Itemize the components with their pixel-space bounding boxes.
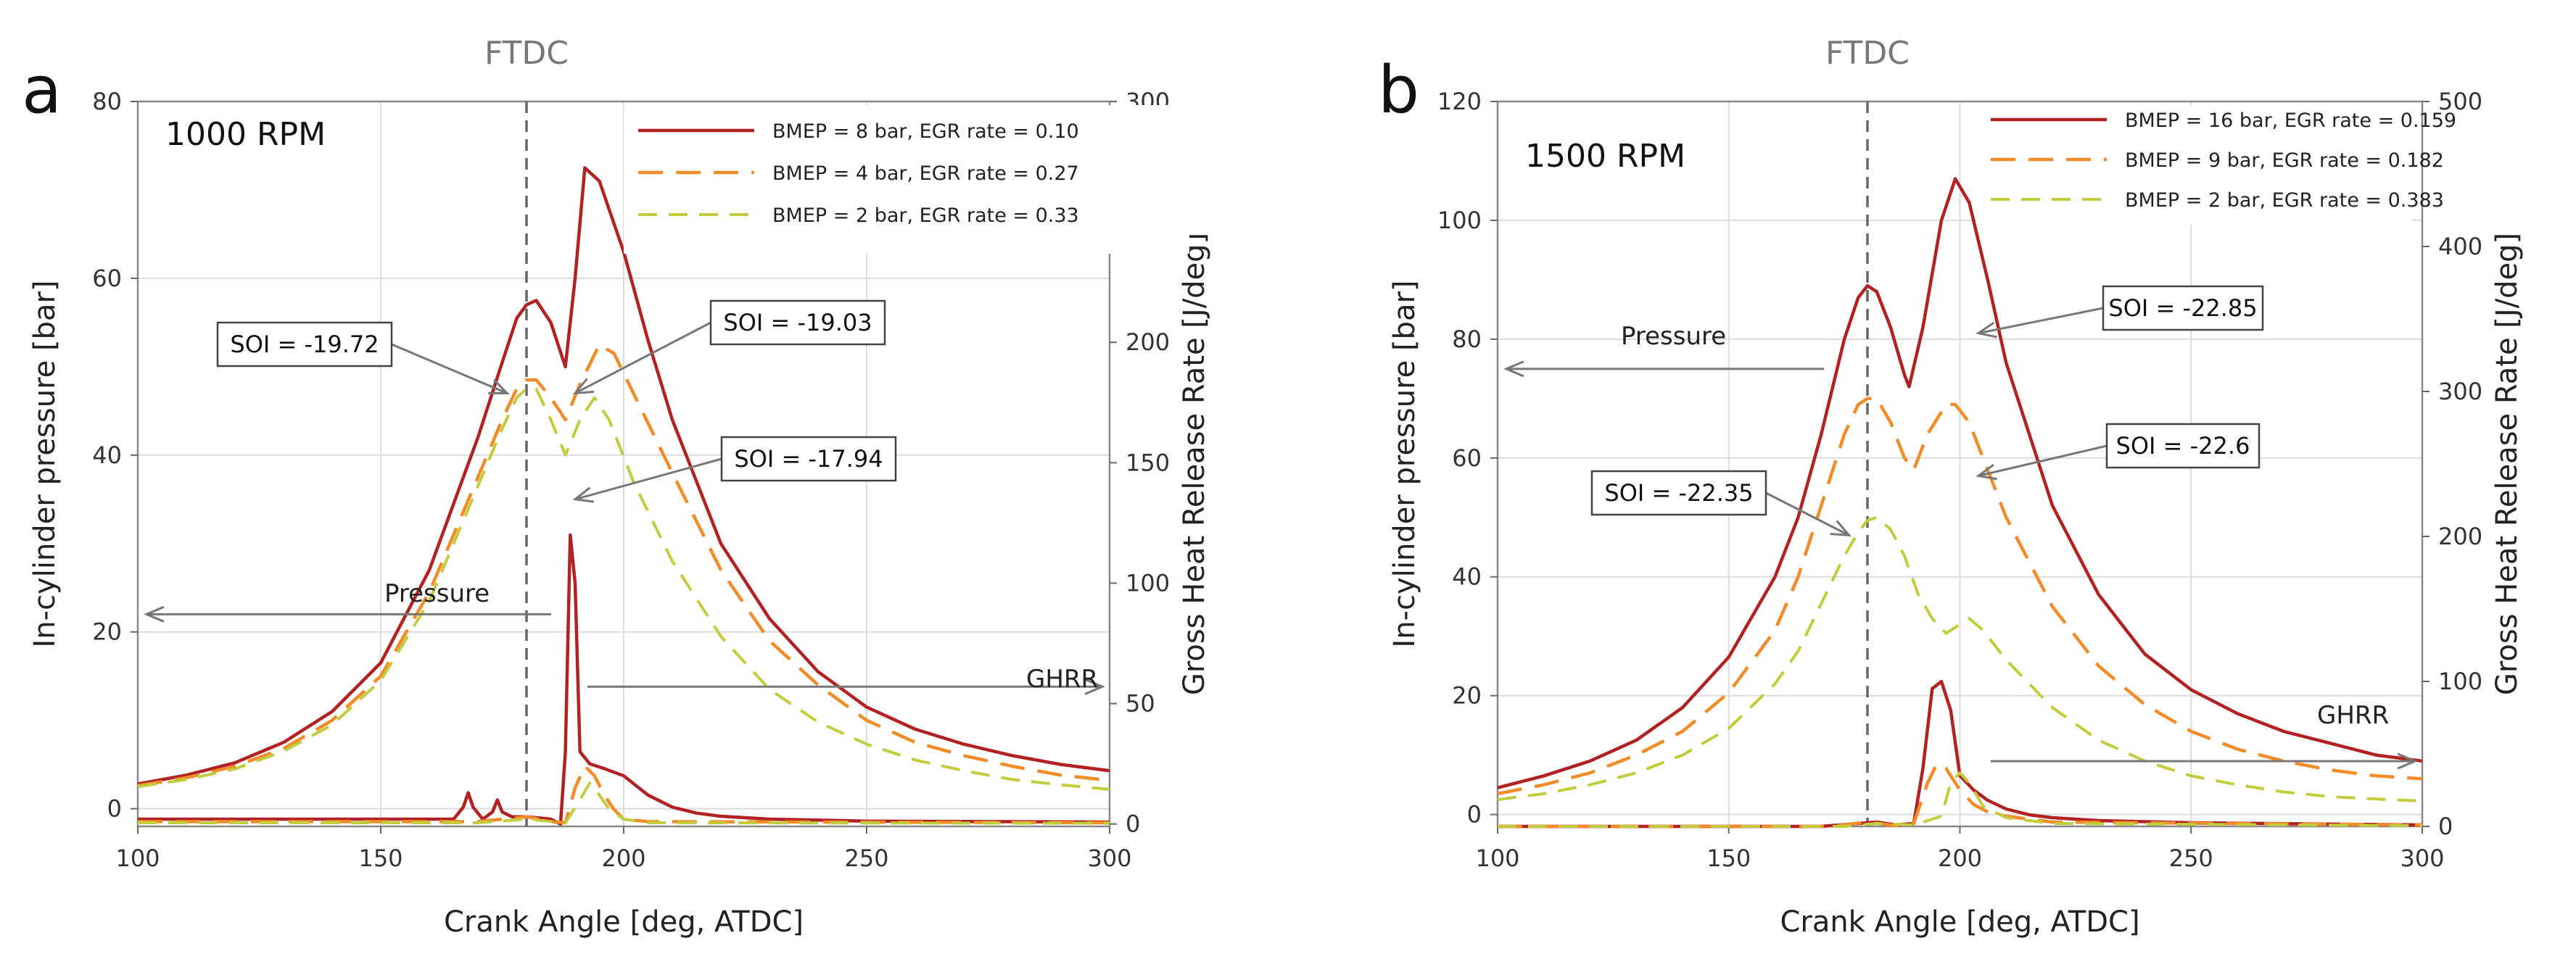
legend-entry: BMEP = 2 bar, EGR rate = 0.33 bbox=[772, 204, 1079, 227]
y-tick-label: 80 bbox=[92, 88, 122, 115]
x-tick-label: 300 bbox=[2400, 845, 2444, 872]
y-axis-label: In-cylinder pressure [bar] bbox=[1388, 280, 1421, 647]
x-axis-label: Crank Angle [deg, ATDC] bbox=[1780, 905, 2139, 939]
x-tick-label: 100 bbox=[1475, 845, 1519, 872]
y2-tick-label: 500 bbox=[2438, 88, 2482, 115]
soi-label: SOI = -19.03 bbox=[723, 309, 872, 336]
legend-entry: BMEP = 8 bar, EGR rate = 0.10 bbox=[772, 120, 1079, 143]
pressure-arrow-head bbox=[144, 605, 165, 623]
y-tick-label: 120 bbox=[1437, 88, 1482, 115]
soi-arrow-head bbox=[1830, 520, 1852, 537]
y-tick-label: 100 bbox=[1437, 207, 1482, 234]
soi-box bbox=[216, 321, 393, 368]
y-tick-label: 40 bbox=[92, 441, 122, 469]
y-tick-label: 60 bbox=[1452, 444, 1482, 472]
pressure-annotation: Pressure bbox=[384, 579, 490, 608]
series-ghrr-2 bbox=[138, 764, 1110, 825]
y2-tick-label: 0 bbox=[2438, 813, 2453, 840]
series-ghrr-1 bbox=[138, 533, 1110, 826]
y2-tick-label: 200 bbox=[2438, 523, 2482, 550]
soi-box bbox=[720, 436, 897, 482]
x-axis-label: Crank Angle [deg, ATDC] bbox=[444, 905, 804, 939]
y2-tick-label: 400 bbox=[2438, 233, 2482, 260]
y2-axis-label: Gross Heat Release Rate [J/deg] bbox=[1178, 233, 1211, 695]
soi-box bbox=[709, 299, 886, 346]
series-pressure-2 bbox=[1497, 397, 2423, 796]
x-tick-label: 150 bbox=[1706, 845, 1751, 872]
y2-tick-label: 0 bbox=[1126, 810, 1140, 838]
series-ghrr-3 bbox=[1498, 771, 2423, 828]
panel-b: 100 150 200 250 300 0 20 40 60 80 100 120 0 100 200 300… bbox=[1378, 35, 2524, 939]
y2-tick-label: 100 bbox=[2438, 668, 2482, 695]
legend: BMEP = 8 bar, EGR rate = 0.10 BMEP = 4 ba… bbox=[624, 105, 1189, 254]
soi-arrow bbox=[391, 343, 508, 394]
speed-label: 1000 RPM bbox=[165, 116, 326, 153]
x-tick-label: 100 bbox=[115, 845, 160, 872]
series-pressure-1 bbox=[1497, 177, 2423, 789]
y-tick-label: 20 bbox=[1452, 682, 1482, 710]
y-axis-label: In-cylinder pressure [bar] bbox=[28, 280, 62, 647]
legend-bg bbox=[1976, 105, 2411, 225]
legend-entry: BMEP = 2 bar, EGR rate = 0.383 bbox=[2125, 189, 2444, 212]
ftdc-label: FTDC bbox=[484, 35, 569, 72]
soi-arrow-head bbox=[572, 378, 595, 395]
x-tick-label: 150 bbox=[358, 845, 402, 872]
y-tick-label: 80 bbox=[1452, 325, 1482, 353]
y-tick-label: 0 bbox=[1467, 801, 1482, 829]
soi-label: SOI = -22.35 bbox=[1604, 479, 1753, 507]
soi-arrow-head bbox=[1976, 463, 1997, 481]
legend-entry: BMEP = 9 bar, EGR rate = 0.182 bbox=[2125, 149, 2444, 172]
series-ghrr-3 bbox=[138, 781, 1110, 825]
pressure-annotation: Pressure bbox=[1621, 322, 1726, 351]
soi-arrow-head bbox=[572, 486, 594, 503]
soi-arrow-head bbox=[1976, 321, 1997, 339]
series-pressure-1 bbox=[137, 166, 1110, 786]
soi-arrow bbox=[1765, 491, 1850, 536]
y-tick-label: 20 bbox=[92, 618, 122, 646]
soi-arrow bbox=[1978, 307, 2104, 335]
x-tick-label: 250 bbox=[2169, 845, 2213, 872]
x-tick-label: 250 bbox=[844, 845, 888, 872]
soi-label: SOI = -22.6 bbox=[2116, 432, 2250, 460]
series-pressure-2 bbox=[137, 343, 1110, 788]
series-pressure-3 bbox=[1497, 515, 2423, 802]
x-tick-label: 200 bbox=[601, 845, 645, 872]
soi-box bbox=[2105, 423, 2261, 469]
y2-tick-label: 300 bbox=[2438, 378, 2482, 405]
ghrr-arrow-head bbox=[1084, 678, 1105, 695]
ghrr-annotation: GHRR bbox=[1026, 665, 1098, 694]
y2-tick-label: 150 bbox=[1126, 449, 1170, 476]
speed-label: 1500 RPM bbox=[1525, 138, 1685, 175]
ghrr-annotation: GHRR bbox=[2317, 701, 2389, 730]
y-tick-label: 60 bbox=[92, 265, 122, 292]
pressure-arrow-head bbox=[1503, 360, 1524, 378]
y-tick-label: 0 bbox=[107, 795, 122, 823]
y-tick-label: 40 bbox=[1452, 563, 1482, 591]
y2-tick-label: 50 bbox=[1126, 690, 1155, 718]
y2-axis-label: Gross Heat Release Rate [J/deg] bbox=[2490, 233, 2524, 695]
soi-arrow bbox=[1978, 444, 2108, 477]
soi-box bbox=[1590, 470, 1767, 516]
y2-tick-label: 100 bbox=[1126, 569, 1170, 597]
y2-tick-label: 200 bbox=[1126, 328, 1170, 356]
soi-box bbox=[2102, 285, 2264, 331]
panel-a: 1001502002503000204060800501001502002503… bbox=[22, 35, 1211, 939]
ftdc-label: FTDC bbox=[1825, 35, 1910, 72]
soi-label: SOI = -19.72 bbox=[230, 331, 379, 358]
soi-arrow bbox=[574, 321, 711, 394]
x-tick-label: 300 bbox=[1087, 845, 1131, 872]
soi-arrow-head bbox=[488, 378, 510, 394]
legend-entry: BMEP = 16 bar, EGR rate = 0.159 bbox=[2125, 109, 2456, 132]
x-tick-label: 200 bbox=[1938, 845, 1982, 872]
soi-label: SOI = -17.94 bbox=[734, 445, 883, 473]
panel-label: b bbox=[1378, 52, 1419, 128]
ghrr-arrow-head bbox=[2397, 752, 2418, 770]
panel-label: a bbox=[22, 52, 62, 128]
series-pressure-3 bbox=[137, 387, 1110, 791]
soi-label: SOI = -22.85 bbox=[2108, 294, 2257, 322]
legend-entry: BMEP = 4 bar, EGR rate = 0.27 bbox=[772, 162, 1079, 185]
soi-arrow bbox=[574, 457, 722, 501]
legend: BMEP = 16 bar, EGR rate = 0.159 BMEP = 9 … bbox=[1976, 105, 2456, 225]
